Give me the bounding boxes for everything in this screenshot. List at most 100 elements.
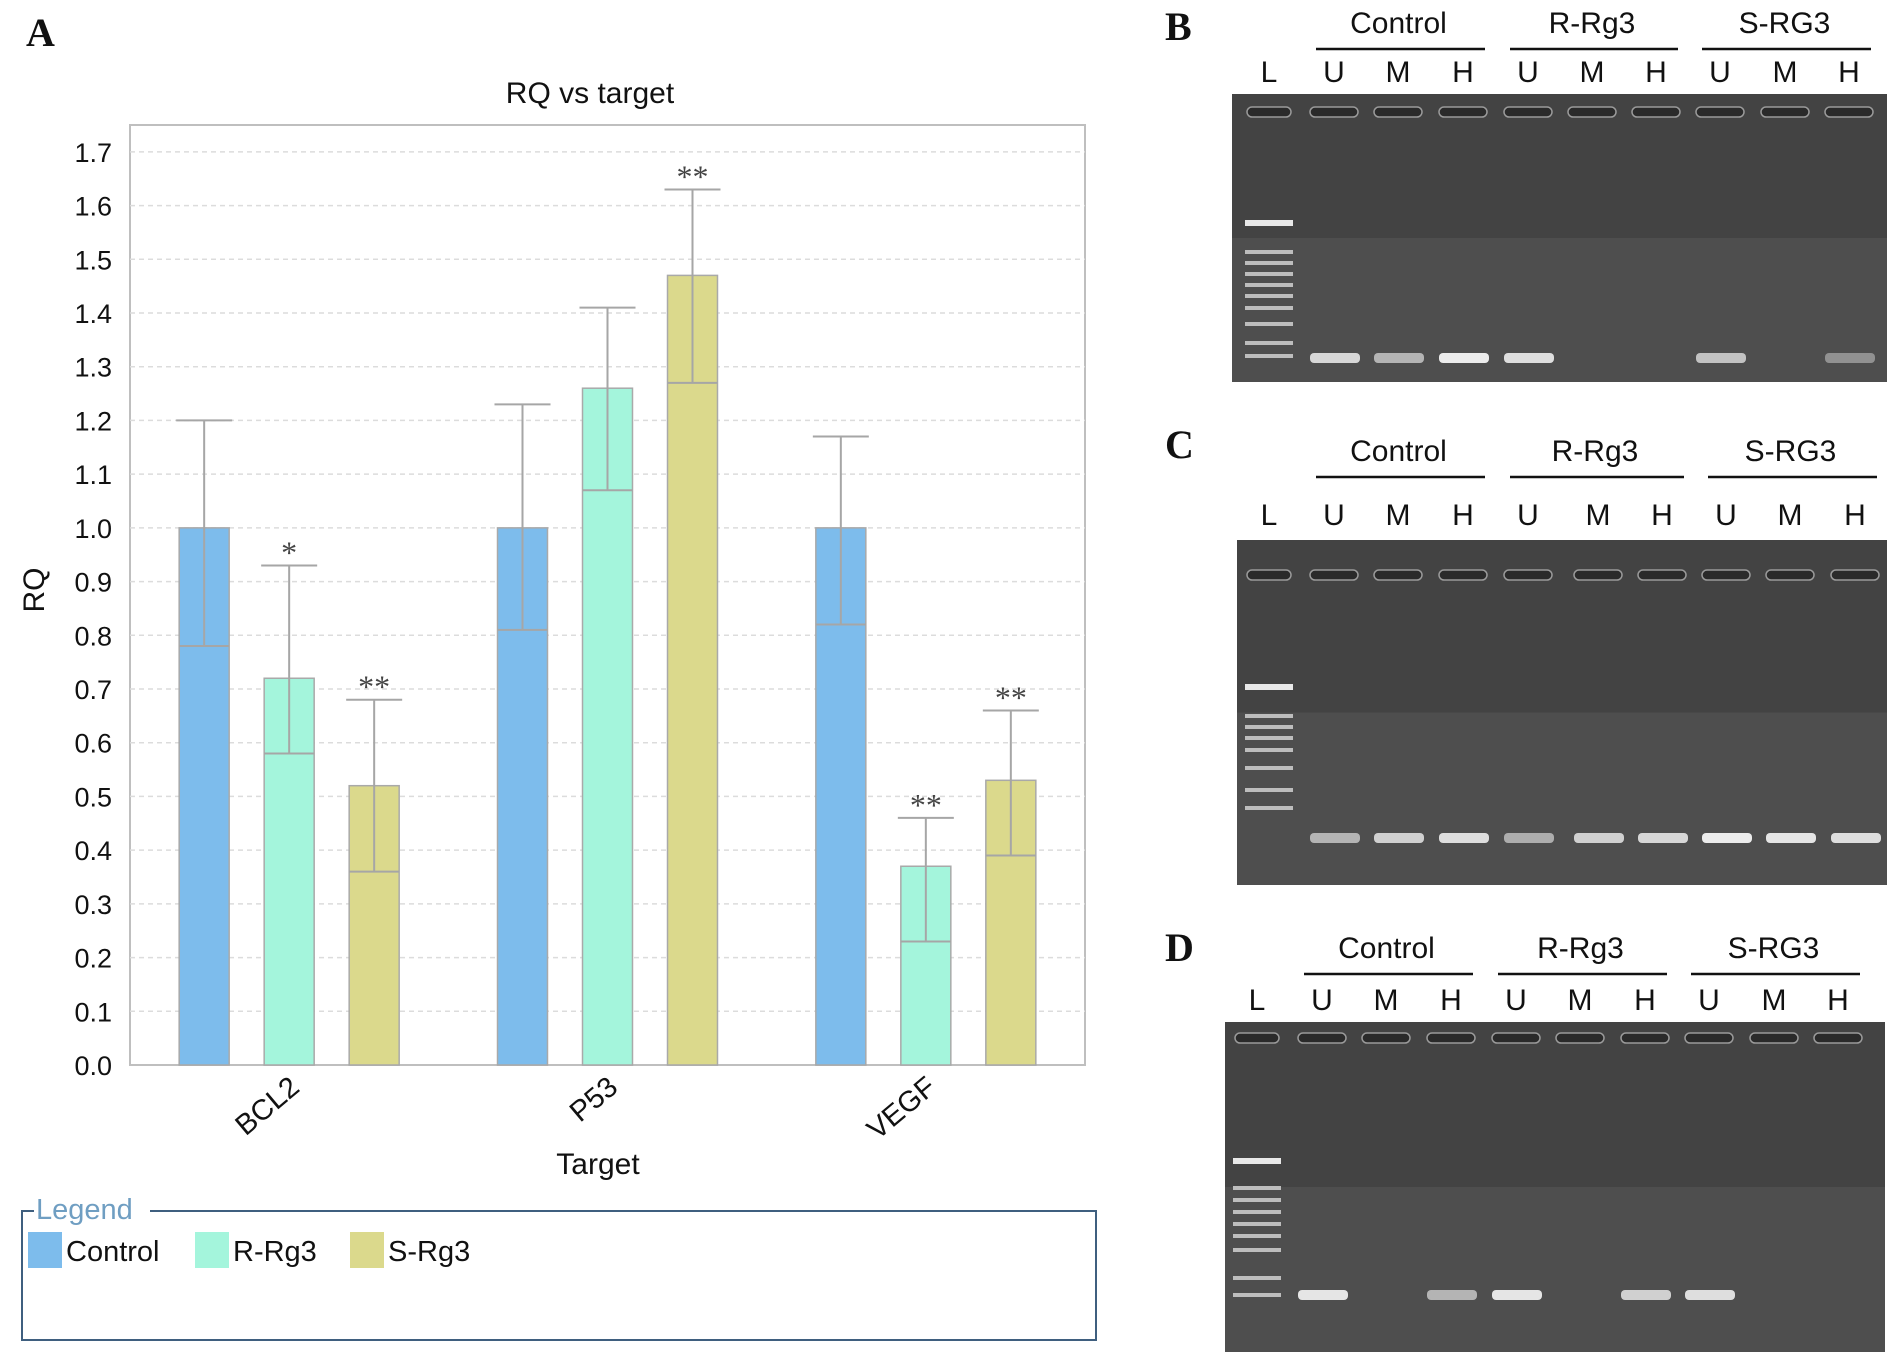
ladder-band xyxy=(1245,283,1293,287)
ladder-band xyxy=(1233,1210,1281,1214)
gel-well xyxy=(1695,106,1745,118)
ladder-band xyxy=(1245,736,1293,740)
lane-label: M xyxy=(1778,499,1803,532)
gel-shade xyxy=(1232,94,1887,238)
gel-well xyxy=(1309,106,1359,118)
lane-label: H xyxy=(1440,984,1462,1017)
gel-well xyxy=(1361,1032,1411,1044)
gel-band xyxy=(1831,833,1881,843)
y-tick-labels: 0.0 0.1 0.2 0.3 0.4 0.5 0.6 0.7 0.8 0.9 1.0 1.1 1.2 1… xyxy=(74,138,112,1081)
lane-label: H xyxy=(1452,499,1474,532)
gel-band xyxy=(1310,353,1360,363)
y-tick-label: 0.4 xyxy=(74,836,112,866)
y-tick-label: 0.0 xyxy=(74,1051,112,1081)
gel-group-label: S-RG3 xyxy=(1745,435,1837,468)
gel-well xyxy=(1813,1032,1863,1044)
y-tick-label: 1.7 xyxy=(74,138,112,168)
gel-band xyxy=(1439,353,1489,363)
gel-band xyxy=(1702,833,1752,843)
legend-label: S-Rg3 xyxy=(388,1236,470,1268)
x-axis-title: Target xyxy=(556,1148,640,1181)
lane-label-ladder: L xyxy=(1261,56,1278,89)
bars xyxy=(178,274,1037,1066)
gel-well xyxy=(1824,106,1874,118)
lane-label: U xyxy=(1517,56,1539,89)
x-category-labels: BCL2 P53 VEGF xyxy=(230,1071,943,1146)
gel-well xyxy=(1573,569,1623,581)
gel-well xyxy=(1631,106,1681,118)
ladder-band xyxy=(1245,220,1293,226)
legend: Legend Control R-Rg3 S-Rg3 xyxy=(21,1194,1097,1341)
ladder-band xyxy=(1245,725,1293,729)
significance-marker: ** xyxy=(677,158,709,194)
gel-group-label: Control xyxy=(1350,7,1447,40)
y-tick-label: 1.6 xyxy=(74,192,112,222)
gel-band xyxy=(1298,1290,1348,1300)
y-tick-label: 1.5 xyxy=(74,245,112,275)
ladder-band xyxy=(1245,788,1293,792)
gel-group-label: Control xyxy=(1350,435,1447,468)
gel-group-label: S-RG3 xyxy=(1728,932,1820,965)
legend-frame xyxy=(21,1210,1097,1341)
gel-group-label: R-Rg3 xyxy=(1552,435,1639,468)
y-tick-label: 1.1 xyxy=(74,460,112,490)
gel-well xyxy=(1246,569,1292,581)
error-bars xyxy=(176,188,1039,943)
legend-title: Legend xyxy=(36,1194,133,1226)
lane-label: M xyxy=(1773,56,1798,89)
significance-marker: * xyxy=(281,534,297,570)
panel-label-b: B xyxy=(1165,4,1192,49)
y-tick-label: 1.3 xyxy=(74,353,112,383)
lane-label: M xyxy=(1762,984,1787,1017)
lane-label-ladder: L xyxy=(1249,984,1266,1017)
gel-band xyxy=(1621,1290,1671,1300)
lane-label: U xyxy=(1715,499,1737,532)
ladder-band xyxy=(1245,322,1293,326)
ladder-band xyxy=(1245,354,1293,358)
gel-well xyxy=(1234,1032,1280,1044)
ladder-band xyxy=(1233,1186,1281,1190)
gel-band xyxy=(1427,1290,1477,1300)
gel-band xyxy=(1374,353,1424,363)
lane-label: M xyxy=(1580,56,1605,89)
lane-label: U xyxy=(1323,499,1345,532)
gel-band xyxy=(1492,1290,1542,1300)
ladder-band xyxy=(1245,272,1293,276)
ladder-band xyxy=(1233,1198,1281,1202)
gel-well xyxy=(1438,569,1488,581)
gel-well xyxy=(1309,569,1359,581)
lane-label: M xyxy=(1568,984,1593,1017)
legend-swatch-r-rg3 xyxy=(195,1232,229,1268)
ladder-band xyxy=(1233,1293,1281,1297)
gel-band xyxy=(1374,833,1424,843)
legend-swatch-control xyxy=(28,1232,62,1268)
gel-well xyxy=(1749,1032,1799,1044)
gel-band xyxy=(1574,833,1624,843)
legend-label: Control xyxy=(66,1236,160,1268)
ladder-band xyxy=(1245,261,1293,265)
significance-markers: ********* xyxy=(281,158,1027,822)
legend-label: R-Rg3 xyxy=(233,1236,317,1268)
y-tick-label: 0.6 xyxy=(74,729,112,759)
ladder-band xyxy=(1245,250,1293,254)
lane-label: H xyxy=(1651,499,1673,532)
gel-well xyxy=(1503,569,1553,581)
y-tick-label: 0.9 xyxy=(74,568,112,598)
y-tick-label: 0.3 xyxy=(74,890,112,920)
y-tick-label: 0.5 xyxy=(74,782,112,812)
gel-group-label: S-RG3 xyxy=(1739,7,1831,40)
gel-well xyxy=(1765,569,1815,581)
gel-group-label: R-Rg3 xyxy=(1549,7,1636,40)
lane-label-ladder: L xyxy=(1261,499,1278,532)
ladder-band xyxy=(1245,306,1293,310)
gel-band xyxy=(1696,353,1746,363)
lane-label: U xyxy=(1517,499,1539,532)
ladder-band xyxy=(1245,684,1293,690)
gel-well xyxy=(1438,106,1488,118)
gel-band xyxy=(1766,833,1816,843)
panel-label-d: D xyxy=(1165,925,1194,970)
gel-band xyxy=(1504,353,1554,363)
